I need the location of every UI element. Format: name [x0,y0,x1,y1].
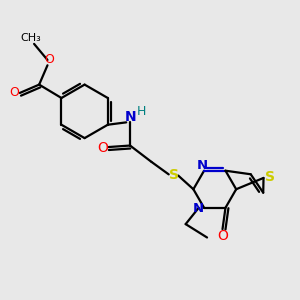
Text: O: O [217,229,228,243]
Text: S: S [265,170,275,184]
Text: O: O [10,86,20,99]
Text: N: N [124,110,136,124]
Text: H: H [137,105,146,118]
Text: O: O [44,53,54,66]
Text: CH₃: CH₃ [21,33,41,43]
Text: S: S [169,168,179,182]
Text: O: O [97,141,108,155]
Text: N: N [193,202,204,215]
Text: N: N [197,159,208,172]
